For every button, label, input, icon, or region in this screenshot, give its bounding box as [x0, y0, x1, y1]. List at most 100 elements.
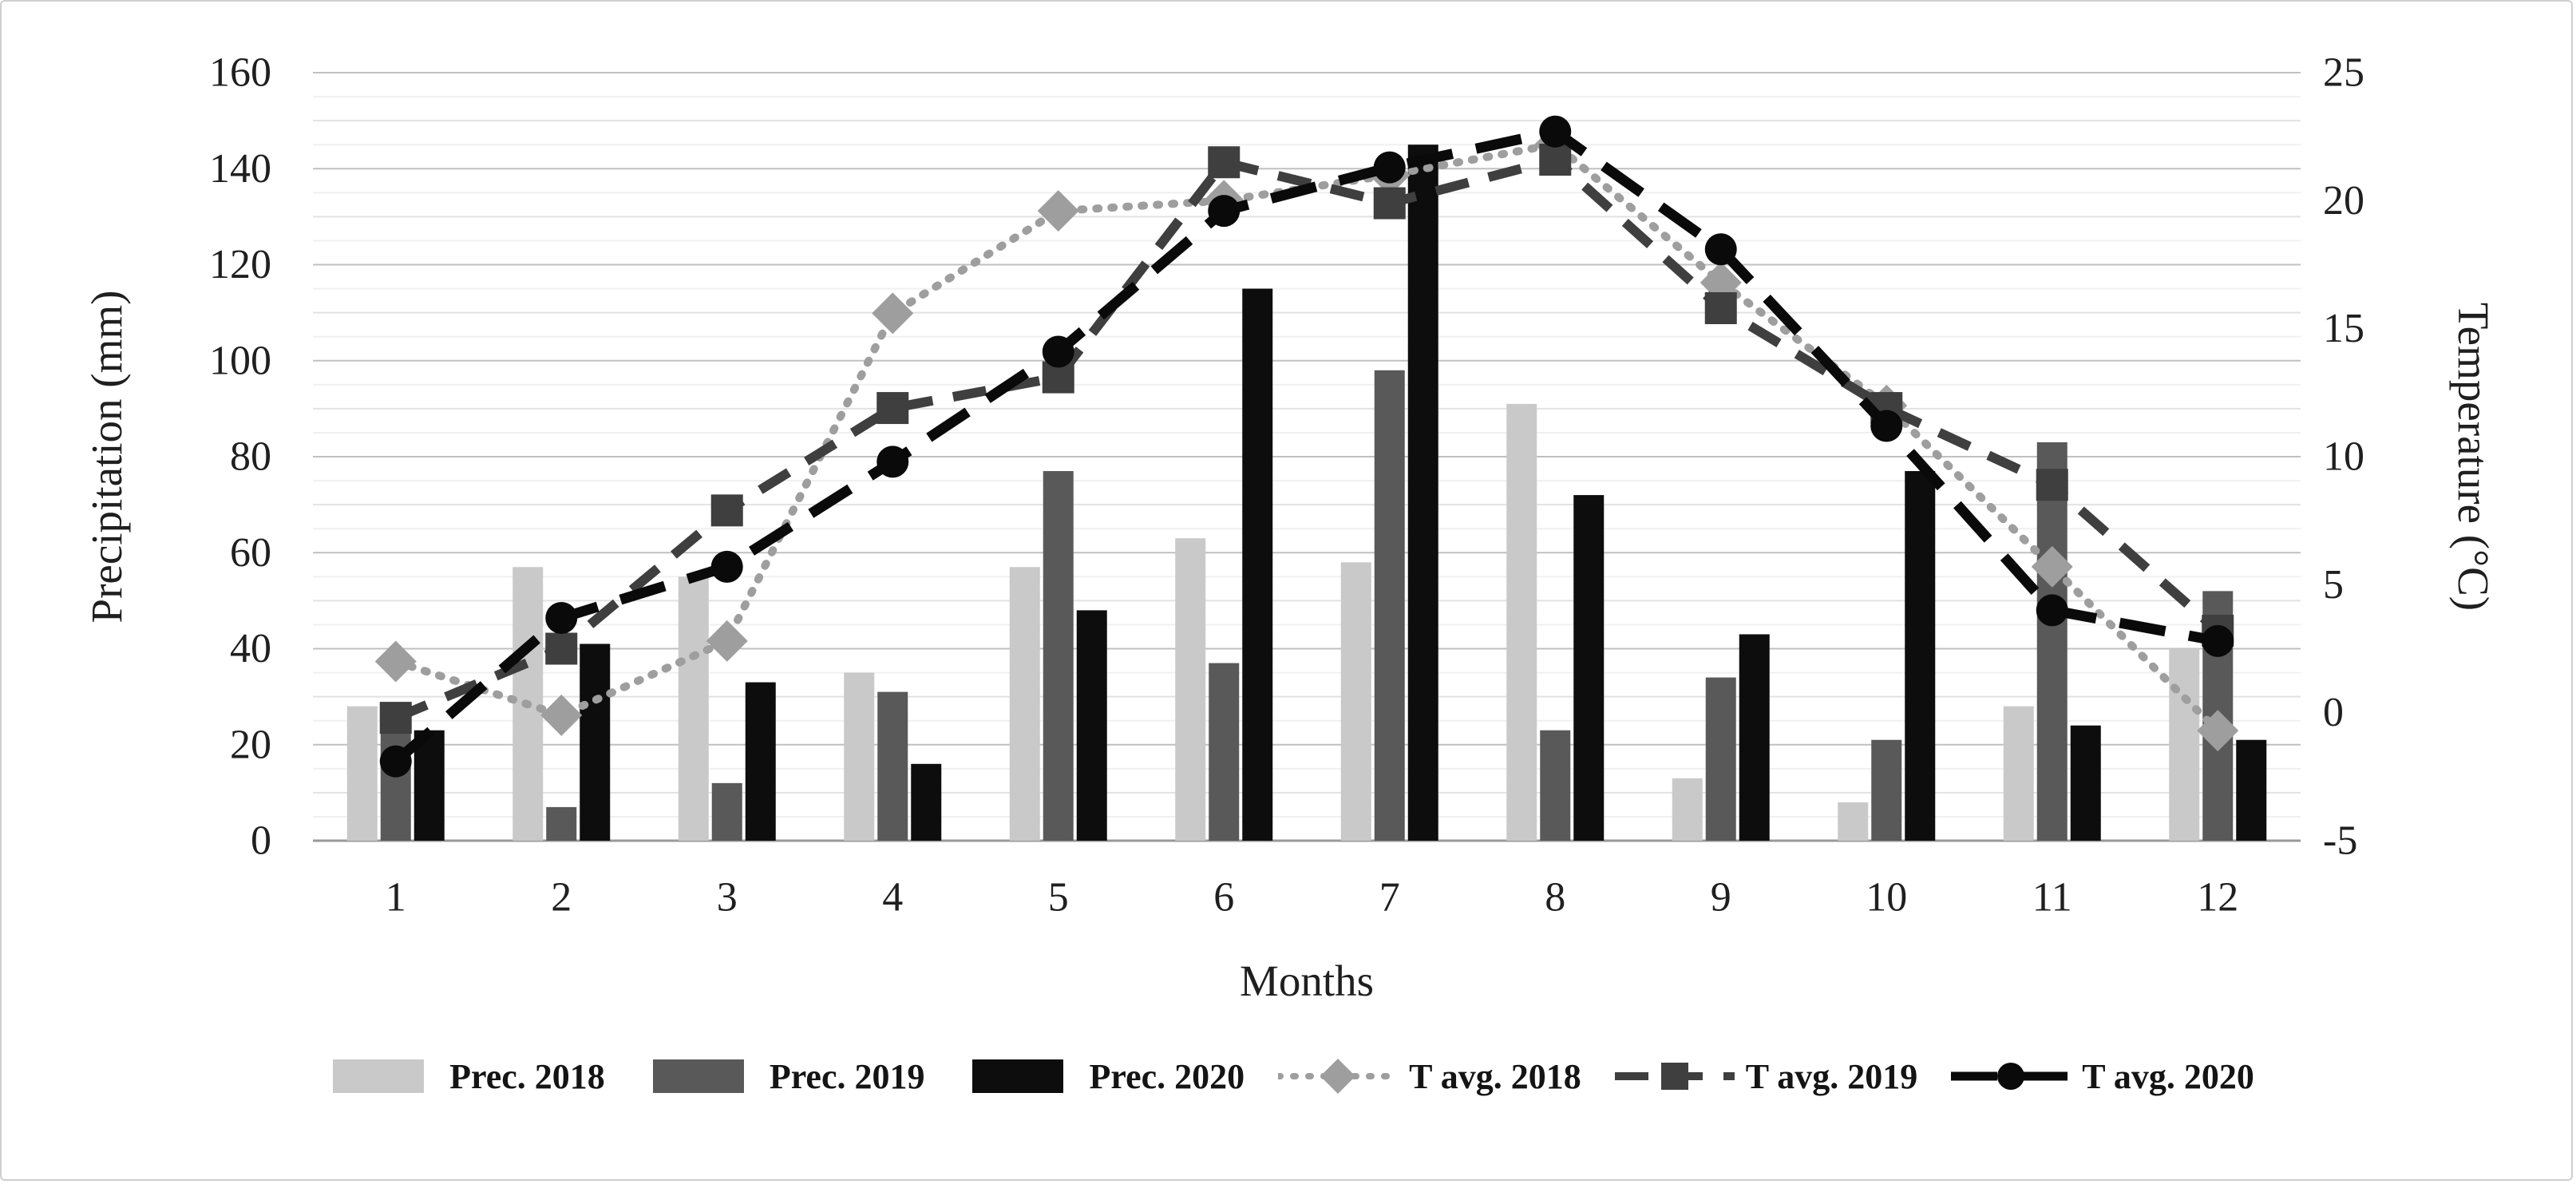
bar-m1: [414, 730, 445, 841]
bar-m2: [580, 643, 611, 841]
line-series-t-avg-2019: [379, 144, 2234, 735]
x-tick-month-10: 10: [1866, 875, 1907, 921]
y-right-tick-5: 5: [2323, 562, 2344, 608]
x-tick-month-2: 2: [551, 875, 572, 921]
circle-marker-m1: [379, 745, 412, 778]
bar-m10: [1871, 739, 1902, 841]
bar-m5: [1009, 567, 1040, 841]
bar-m12: [2236, 739, 2267, 841]
chart-legend: Prec. 2018 Prec. 2019 Prec. 2020 T avg. 201…: [2, 1052, 2571, 1100]
bar-m7: [1374, 370, 1405, 841]
bar-m8: [1506, 403, 1537, 841]
y-left-tick-40: 40: [230, 626, 271, 671]
legend-label: Prec. 2019: [769, 1056, 925, 1096]
y-right-axis-title: Temperature (°C): [2449, 303, 2498, 611]
legend-bar-swatch: [652, 1059, 744, 1093]
bar-m2: [546, 806, 577, 841]
legend-label: Prec. 2020: [1089, 1056, 1245, 1096]
legend-square-line-swatch: [1614, 1063, 1735, 1090]
legend-label: Prec. 2018: [449, 1056, 605, 1096]
square-marker-m6: [1208, 146, 1241, 179]
bar-m5: [1076, 610, 1107, 841]
legend-circle-line-swatch: [1951, 1063, 2071, 1090]
y-left-tick-20: 20: [230, 722, 271, 767]
circle-marker-m5: [1042, 335, 1074, 368]
bar-m11: [2003, 706, 2034, 841]
bar-m11: [2036, 442, 2068, 841]
y-left-tick-160: 160: [209, 50, 271, 96]
bar-m1: [346, 706, 378, 841]
temperature-line: [394, 154, 2222, 723]
bar-series-prec-2018: [346, 403, 2200, 841]
legend-label: T avg. 2018: [1409, 1056, 1581, 1096]
bar-m4: [877, 691, 908, 841]
y-right-tick-15: 15: [2323, 306, 2364, 351]
y-left-tick-120: 120: [209, 242, 271, 287]
circle-marker-m8: [1539, 115, 1572, 148]
legend-item-t-avg-2018: T avg. 2018: [1278, 1052, 1581, 1100]
y-right-tick-20: 20: [2323, 178, 2364, 224]
temperature-lines: [374, 115, 2239, 778]
x-tick-month-6: 6: [1213, 875, 1234, 921]
bar-m8: [1540, 730, 1571, 841]
square-marker-m2: [545, 632, 578, 665]
x-tick-month-8: 8: [1545, 875, 1565, 921]
y-right-tick-0: 0: [2323, 690, 2344, 735]
bar-m6: [1242, 288, 1273, 841]
diamond-marker-m5: [1037, 190, 1079, 232]
y-left-axis-title: Precipitation (mm): [82, 291, 131, 624]
bar-m10: [1838, 802, 1869, 841]
y-left-tick-60: 60: [230, 530, 271, 576]
circle-marker-m2: [545, 602, 578, 635]
diamond-marker-m3: [706, 620, 748, 662]
bar-m4: [911, 763, 942, 841]
x-tick-month-4: 4: [882, 875, 903, 921]
bar-m1: [380, 720, 411, 841]
x-tick-month-9: 9: [1711, 875, 1731, 921]
bar-m3: [678, 576, 709, 841]
bar-m12: [2169, 648, 2200, 841]
diamond-marker-m2: [540, 694, 583, 736]
x-tick-month-11: 11: [2032, 875, 2072, 921]
y-left-tick-80: 80: [230, 434, 271, 480]
circle-marker-m12: [2202, 624, 2234, 657]
square-marker-m8: [1539, 144, 1572, 176]
circle-marker-m7: [1373, 151, 1406, 184]
circle-marker-m3: [710, 550, 743, 583]
diamond-marker-m12: [2197, 710, 2239, 752]
y-left-tick-0: 0: [251, 818, 271, 864]
x-tick-month-12: 12: [2197, 875, 2238, 921]
line-series-t-avg-2020: [379, 115, 2234, 778]
legend-label: T avg. 2019: [1745, 1056, 1918, 1096]
bar-m6: [1209, 663, 1240, 841]
legend-item-prec-2020: Prec. 2020: [958, 1052, 1244, 1100]
legend-diamond-line-swatch: [1278, 1059, 1399, 1094]
legend-item-t-avg-2019: T avg. 2019: [1614, 1052, 1918, 1100]
legend-label: T avg. 2020: [2082, 1056, 2254, 1096]
bar-m8: [1573, 495, 1605, 841]
circle-marker-m6: [1208, 195, 1241, 228]
bar-m7: [1340, 562, 1371, 841]
square-marker-m7: [1373, 187, 1406, 220]
bar-m4: [844, 672, 875, 841]
legend-bar-swatch: [333, 1059, 425, 1093]
x-axis-title: Months: [1240, 956, 1374, 1005]
gridlines: [313, 72, 2301, 842]
bar-m9: [1739, 634, 1770, 841]
legend-item-prec-2018: Prec. 2018: [319, 1052, 605, 1100]
bar-m9: [1705, 677, 1736, 841]
square-marker-m4: [876, 392, 909, 425]
bar-m3: [745, 682, 776, 841]
bar-m6: [1175, 538, 1206, 841]
diamond-marker-m4: [872, 292, 914, 335]
circle-marker-m11: [2036, 594, 2068, 627]
bar-m7: [1407, 145, 1438, 841]
square-marker-m3: [710, 494, 743, 527]
x-tick-month-5: 5: [1048, 875, 1069, 921]
legend-bar-swatch: [972, 1059, 1064, 1093]
legend-item-t-avg-2020: T avg. 2020: [1951, 1052, 2254, 1100]
circle-marker-m9: [1704, 233, 1737, 266]
